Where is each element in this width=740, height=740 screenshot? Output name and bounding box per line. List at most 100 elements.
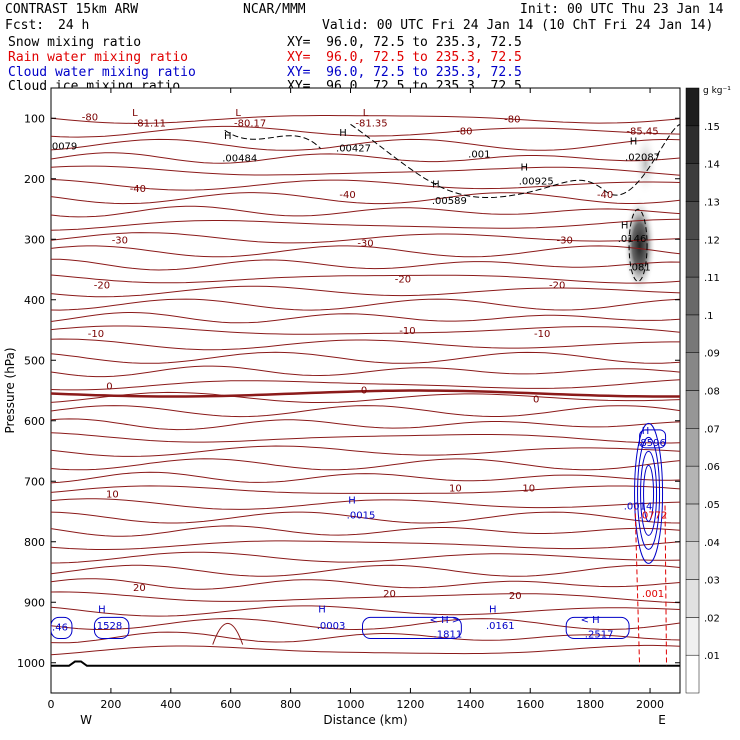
isotherm-line	[51, 445, 680, 457]
contour-label: .1811	[434, 630, 463, 641]
rain-contour-east	[664, 505, 668, 666]
colorbar-tick-label: .01	[704, 651, 720, 662]
isotherm-line	[51, 617, 680, 631]
contour-label: 0	[533, 394, 539, 405]
contour-label: L	[132, 108, 138, 119]
cloud-water-low-0	[51, 616, 73, 640]
colorbar-tick-label: .02	[704, 613, 720, 624]
contour-label: H	[432, 180, 440, 191]
isotherm-line	[51, 578, 680, 590]
contour-label: .2517	[585, 630, 614, 641]
colorbar-cell	[685, 163, 700, 202]
field-rain-xy: XY= 96.0, 72.5 to 235.3, 72.5	[287, 50, 522, 65]
colorbar-unit: g kg⁻¹	[703, 86, 731, 96]
contour-labels: -80-81.11L-80.17L-81.35L-80-80-85.45.007…	[51, 108, 667, 641]
contour-label: -10	[399, 326, 415, 337]
isotherm-line	[51, 115, 680, 124]
isotherm-line	[51, 274, 680, 284]
contour-label: .00484	[222, 154, 257, 165]
cloud-water-low-1	[93, 616, 130, 640]
colorbar-cell	[685, 465, 700, 505]
contour-label: < H	[581, 615, 600, 626]
contour-label: -80	[82, 112, 98, 123]
isotherm-line	[51, 498, 680, 510]
contour-label: .00427	[336, 143, 371, 154]
contour-label: L	[235, 108, 241, 119]
rain-contour-west	[634, 505, 641, 666]
contour-label: H	[98, 604, 106, 615]
contour-label: .0003	[317, 621, 346, 632]
y-tick-label: 100	[24, 112, 45, 125]
colorbar-cell	[685, 579, 700, 618]
isotherm-line	[51, 192, 680, 205]
colorbar-tick-label: .1	[704, 311, 714, 322]
contour-label: .00925	[519, 177, 554, 188]
isotherm-line	[51, 379, 680, 391]
contour-label: L	[363, 108, 369, 119]
isotherm-line	[51, 298, 680, 311]
colorbar-cell	[685, 503, 700, 542]
contour-label: -40	[130, 184, 146, 195]
contour-label: -20	[94, 281, 110, 292]
contour-label: H	[318, 604, 326, 615]
contour-label: .0014	[624, 501, 653, 512]
colorbar-tick-label: .08	[704, 387, 720, 398]
contour-label: .001	[642, 589, 664, 600]
isotherm-line	[51, 391, 680, 403]
field-cloudwater-name: Cloud water mixing ratio	[8, 65, 196, 80]
colorbar-tick-label: .03	[704, 576, 720, 587]
y-tick-label: 200	[24, 173, 45, 186]
isotherm-line	[51, 458, 680, 471]
y-tick-label: 500	[24, 354, 45, 367]
isotherm-line	[51, 631, 680, 644]
x-axis-label: Distance (km)	[323, 713, 407, 727]
x-tick-label: 1400	[456, 698, 484, 711]
contour-label: .00589	[432, 196, 467, 207]
x-tick-label: 0	[48, 698, 55, 711]
y-tick-label: 400	[24, 294, 45, 307]
y-tick-label: 600	[24, 415, 45, 428]
contour-label: 20	[133, 583, 146, 594]
isotherm-line	[51, 258, 680, 271]
x-tick-label: 600	[220, 698, 241, 711]
isotherm-zero	[51, 389, 680, 398]
contour-label: -10	[534, 329, 550, 340]
contour-label: 10	[522, 483, 535, 494]
ice-contour	[628, 208, 648, 282]
valid-time: Valid: 00 UTC Fri 24 Jan 14 (10 ChT Fri …	[322, 18, 714, 33]
contour-label: .001	[468, 149, 490, 160]
contour-label: .02087	[625, 152, 660, 163]
x-tick-label: 200	[100, 698, 121, 711]
cloud-water-low-3	[565, 616, 630, 640]
contour-label: 20	[509, 591, 522, 602]
contour-label: H	[621, 221, 629, 232]
contour-label: -85.45	[626, 126, 658, 137]
isotherm-line	[51, 245, 680, 258]
isotherm-line	[51, 338, 680, 351]
contour-label: -81.35	[355, 118, 387, 129]
contour-label: -30	[112, 235, 128, 246]
mixing-ratio-contours	[51, 123, 680, 666]
isotherm-line	[51, 605, 680, 617]
axes: 0 200 400 600 800 1000 1200 1400 1600 1800 2000100…	[3, 88, 680, 727]
field-rain-name: Rain water mixing ratio	[8, 50, 189, 65]
contour-label: -30	[557, 235, 573, 246]
colorbar-cell	[685, 276, 700, 316]
model-title: CONTRAST 15km ARW	[5, 2, 139, 17]
colorbar-tick-label: .07	[704, 424, 720, 435]
isotherm-line	[51, 471, 680, 484]
contour-label: 0	[361, 385, 367, 396]
colorbar-cell	[685, 125, 700, 164]
isotherm-line	[51, 125, 680, 138]
x-tick-label: 2000	[636, 698, 664, 711]
colorbar-tick-label: .14	[704, 160, 720, 171]
contour-label: H	[224, 131, 232, 142]
snow-contour-west	[224, 129, 321, 149]
isotherm-line	[51, 564, 680, 577]
isotherm-line	[51, 540, 680, 550]
colorbar-tick-label: .04	[704, 538, 720, 549]
center-title: NCAR/MMM	[243, 2, 306, 17]
contour-label: -30	[357, 238, 373, 249]
colorbar-cell	[685, 654, 700, 694]
colorbar-cell	[685, 352, 700, 391]
